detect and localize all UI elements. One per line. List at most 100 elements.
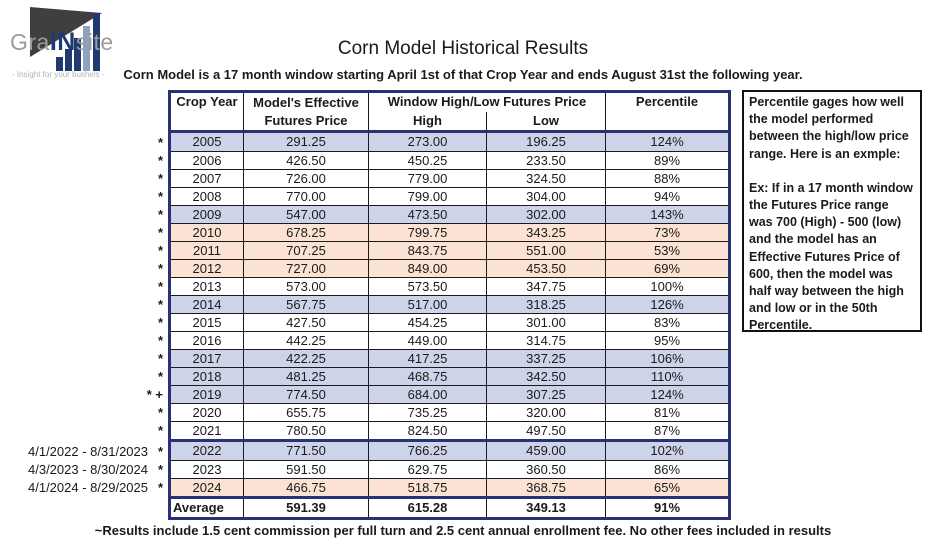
cell-low: 337.25: [487, 350, 606, 367]
row-marker: *: [157, 333, 163, 348]
grainsite-logo: GraINsite - Insight for your bushels -: [10, 4, 128, 88]
cell-average-percentile: 91%: [653, 500, 681, 515]
row-marker: *: [157, 462, 163, 477]
table-row: 4/1/2024 - 8/29/2025 * 2024 466.75 518.7…: [28, 478, 728, 496]
row-annotations: *: [0, 368, 163, 385]
cell-low: 324.50: [487, 170, 606, 187]
row-annotations: *: [0, 422, 163, 439]
row-annotations: [0, 499, 163, 517]
table-header: Crop Year Model's Effective Futures Pric…: [171, 93, 728, 133]
row-marker: *: [157, 423, 163, 438]
logo-wordmark: GraINsite: [10, 28, 114, 57]
page-subtitle: Corn Model is a 17 month window starting…: [123, 67, 803, 82]
cell-effective-price: 707.25: [244, 242, 369, 259]
cell-effective-price: 427.50: [244, 314, 369, 331]
cell-low: 343.25: [487, 224, 606, 241]
row-annotations: 4/1/2024 - 8/29/2025 *: [0, 479, 163, 496]
cell-effective-price: 547.00: [244, 206, 369, 223]
table-row: * + 2019 774.50 684.00 307.25 124%: [147, 385, 728, 403]
cell-effective-price: 291.25: [244, 133, 369, 151]
cell-high: 450.25: [369, 152, 487, 169]
table-row: * 2006 426.50 450.25 233.50 89%: [158, 151, 728, 169]
table-section-2005-2021: * 2005 291.25 273.00 196.25 124% * 2006 …: [147, 133, 728, 442]
cell-crop-year: 2014: [171, 296, 244, 313]
table-row: * 2021 780.50 824.50 497.50 87%: [158, 421, 728, 439]
cell-percentile: 124%: [650, 134, 684, 149]
table-row: * 2013 573.00 573.50 347.75 100%: [158, 277, 728, 295]
row-annotations: 4/3/2023 - 8/30/2024 *: [0, 461, 163, 478]
cell-percentile: 53%: [653, 242, 681, 258]
row-marker: *: [157, 480, 163, 495]
row-marker: *: [157, 297, 163, 312]
cell-percentile: 89%: [653, 152, 681, 168]
logo-text-pre: Gra: [10, 29, 50, 55]
table-row: * 2014 567.75 517.00 318.25 126%: [158, 295, 728, 313]
cell-high: 468.75: [369, 368, 487, 385]
cell-low: 347.75: [487, 278, 606, 295]
cell-low: 551.00: [487, 242, 606, 259]
cell-percentile: 65%: [653, 479, 681, 495]
table-row: * 2016 442.25 449.00 314.75 95%: [158, 331, 728, 349]
cell-percentile: 106%: [650, 350, 684, 366]
cell-effective-price: 655.75: [244, 404, 369, 421]
cell-average-effective: 591.39: [244, 499, 369, 517]
cell-average-low: 349.13: [487, 499, 606, 517]
row-marker: *: [157, 189, 163, 204]
header-model-effective: Model's Effective Futures Price: [244, 93, 369, 130]
row-marker: *: [157, 261, 163, 276]
cell-effective-price: 442.25: [244, 332, 369, 349]
cell-percentile: 143%: [650, 206, 684, 222]
cell-crop-year: 2018: [171, 368, 244, 385]
cell-percentile: 102%: [650, 443, 684, 458]
table-row: 4/1/2022 - 8/31/2023 * 2022 771.50 766.2…: [28, 442, 728, 460]
cell-crop-year: 2023: [171, 461, 244, 478]
cell-effective-price: 771.50: [244, 442, 369, 460]
row-annotations: *: [0, 332, 163, 349]
header-window-high-low: Window High/Low Futures Price: [369, 93, 606, 112]
row-marker: *: [157, 134, 163, 150]
table-row: * 2007 726.00 779.00 324.50 88%: [158, 169, 728, 187]
cell-crop-year: 2021: [171, 422, 244, 439]
cell-percentile: 81%: [653, 404, 681, 420]
cell-crop-year: 2010: [171, 224, 244, 241]
cell-effective-price: 780.50: [244, 422, 369, 439]
cell-low: 342.50: [487, 368, 606, 385]
date-range-label: 4/1/2022 - 8/31/2023: [28, 443, 148, 459]
row-annotations: * +: [0, 386, 163, 403]
cell-average-high: 615.28: [369, 499, 487, 517]
cell-low: 301.00: [487, 314, 606, 331]
cell-low: 459.00: [487, 442, 606, 460]
cell-low: 318.25: [487, 296, 606, 313]
cell-low: 497.50: [487, 422, 606, 439]
cell-effective-price: 726.00: [244, 170, 369, 187]
row-marker: *: [157, 225, 163, 240]
cell-low: 304.00: [487, 188, 606, 205]
cell-percentile: 126%: [650, 296, 684, 312]
header-low: Low: [487, 112, 606, 130]
cell-percentile: 83%: [653, 314, 681, 330]
row-annotations: *: [0, 350, 163, 367]
cell-high: 684.00: [369, 386, 487, 403]
header-model-line1: Model's Effective: [253, 94, 359, 110]
cell-effective-price: 774.50: [244, 386, 369, 403]
cell-low: 360.50: [487, 461, 606, 478]
cell-effective-price: 466.75: [244, 479, 369, 496]
cell-crop-year: 2011: [171, 242, 244, 259]
row-annotations: *: [0, 314, 163, 331]
row-annotations: *: [0, 296, 163, 313]
table-row: 4/3/2023 - 8/30/2024 * 2023 591.50 629.7…: [28, 460, 728, 478]
table-row: * 2010 678.25 799.75 343.25 73%: [158, 223, 728, 241]
row-annotations: *: [0, 404, 163, 421]
table-section-2022-2024: 4/1/2022 - 8/31/2023 * 2022 771.50 766.2…: [28, 442, 728, 499]
cell-high: 799.00: [369, 188, 487, 205]
row-annotations: *: [0, 170, 163, 187]
table-row: * 2017 422.25 417.25 337.25 106%: [158, 349, 728, 367]
cell-low: 453.50: [487, 260, 606, 277]
table-row: * 2012 727.00 849.00 453.50 69%: [158, 259, 728, 277]
cell-low: 307.25: [487, 386, 606, 403]
historical-results-table: Crop Year Model's Effective Futures Pric…: [28, 90, 731, 520]
cell-high: 766.25: [369, 442, 487, 460]
table-row: * 2018 481.25 468.75 342.50 110%: [158, 367, 728, 385]
cell-high: 454.25: [369, 314, 487, 331]
